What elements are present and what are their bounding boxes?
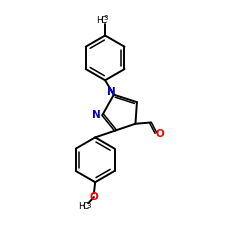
Text: H: H <box>96 16 103 24</box>
Text: 3: 3 <box>87 203 91 209</box>
Text: C: C <box>82 202 89 210</box>
Text: H: H <box>78 202 85 210</box>
Text: N: N <box>92 110 101 120</box>
Text: N: N <box>107 87 116 97</box>
Text: 3: 3 <box>104 14 108 20</box>
Text: O: O <box>156 129 164 139</box>
Text: O: O <box>90 192 98 202</box>
Text: C: C <box>100 16 107 24</box>
